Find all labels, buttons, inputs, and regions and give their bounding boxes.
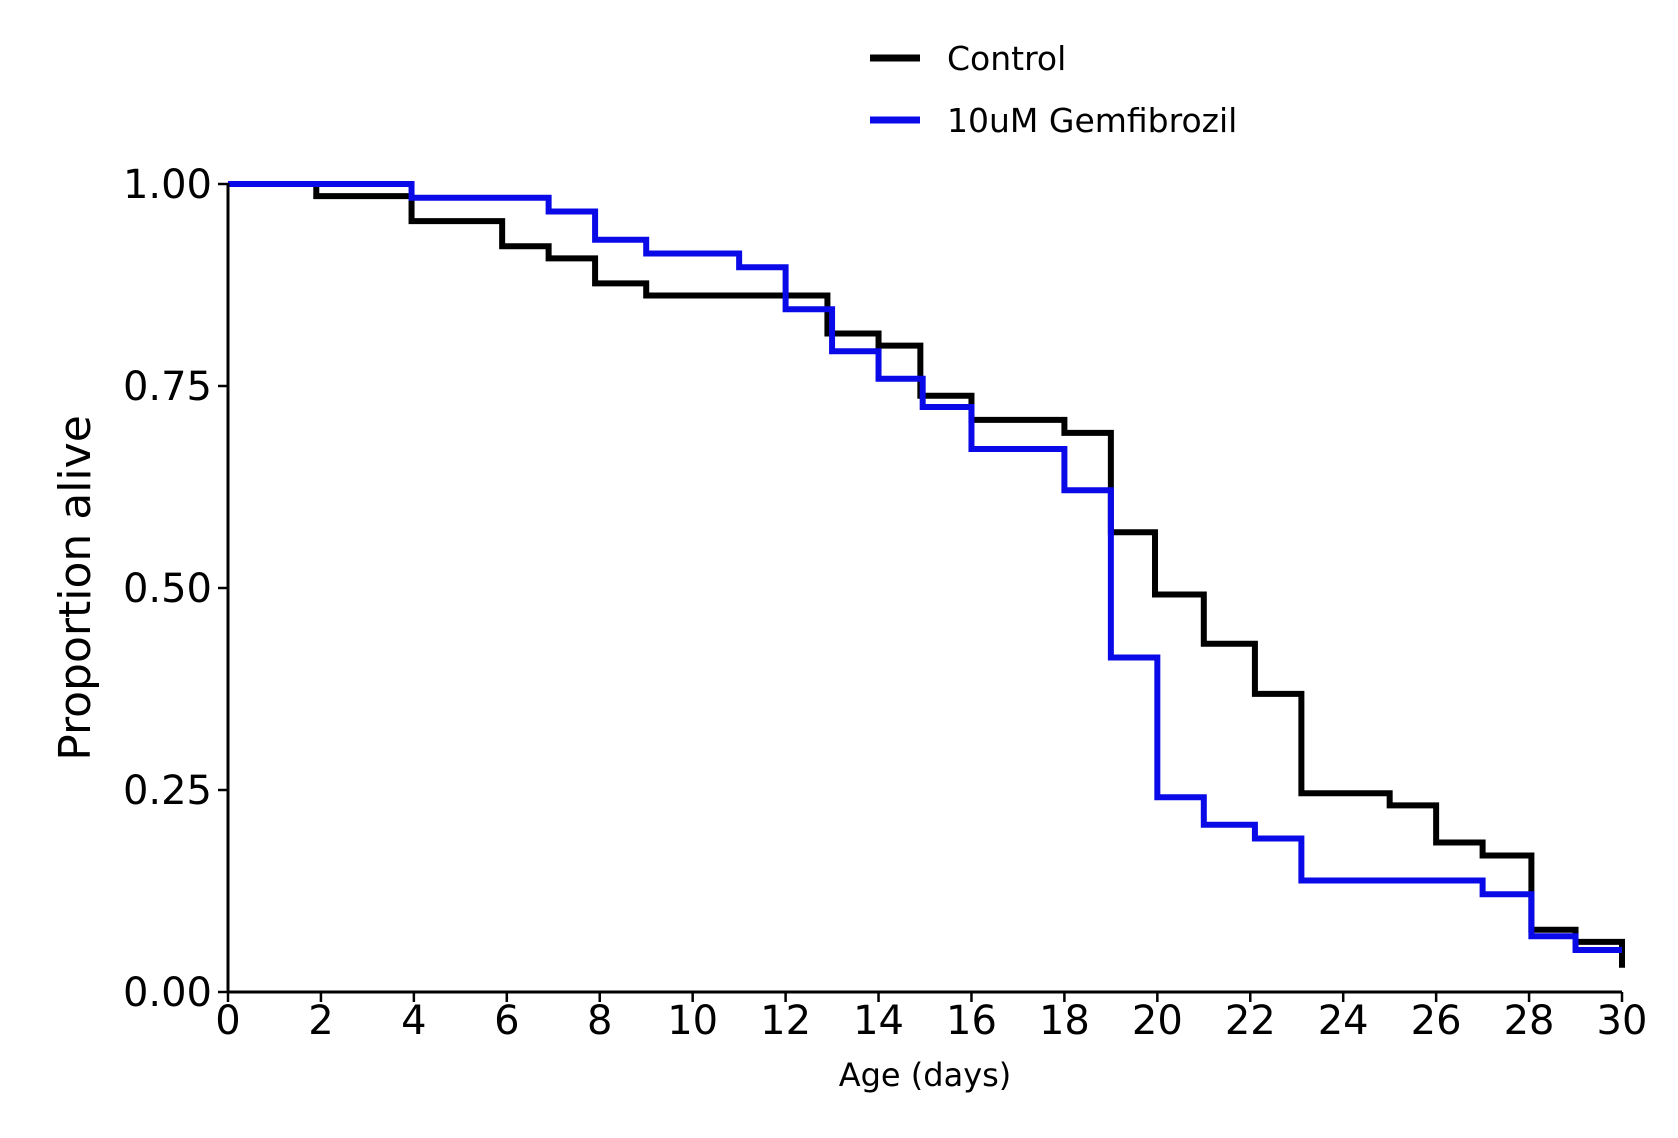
x-tick-label: 22 [1225, 998, 1276, 1044]
x-tick-label: 12 [760, 998, 811, 1044]
x-tick-label: 28 [1504, 998, 1555, 1044]
x-tick-label: 6 [494, 998, 519, 1044]
x-tick-label: 8 [587, 998, 612, 1044]
x-tick-label: 18 [1039, 998, 1090, 1044]
x-tick-label: 30 [1597, 998, 1648, 1044]
x-tick-label: 0 [215, 998, 240, 1044]
x-tick-label: 2 [308, 998, 333, 1044]
y-tick-label: 1.00 [123, 162, 212, 208]
series-line-0 [228, 181, 1625, 968]
x-tick-label: 24 [1318, 998, 1369, 1044]
series-layer [228, 181, 1625, 968]
legend-label-1: 10uM Gemfibrozil [947, 101, 1237, 140]
y-tick-label: 0.75 [123, 364, 212, 410]
x-tick-label: 16 [946, 998, 997, 1044]
y-tick-label: 0.50 [123, 566, 212, 612]
x-tick-label: 14 [853, 998, 904, 1044]
y-tick-label: 0.00 [123, 970, 212, 1016]
x-axis-title: Age (days) [839, 1056, 1012, 1094]
ticks: 0 2 4 6 8 10 12 14 16 18 20 22 24 26 28 300.000.250.500… [123, 162, 1648, 1044]
y-tick-label: 0.25 [123, 768, 212, 814]
y-axis-title: Proportion alive [50, 415, 101, 761]
axes [226, 183, 1622, 994]
x-tick-label: 20 [1132, 998, 1183, 1044]
series-line-1 [228, 181, 1622, 953]
x-tick-label: 4 [401, 998, 426, 1044]
legend: Control 10uM Gemfibrozil [870, 39, 1237, 140]
x-tick-label: 10 [667, 998, 718, 1044]
x-tick-label: 26 [1411, 998, 1462, 1044]
legend-label-0: Control [947, 39, 1066, 78]
